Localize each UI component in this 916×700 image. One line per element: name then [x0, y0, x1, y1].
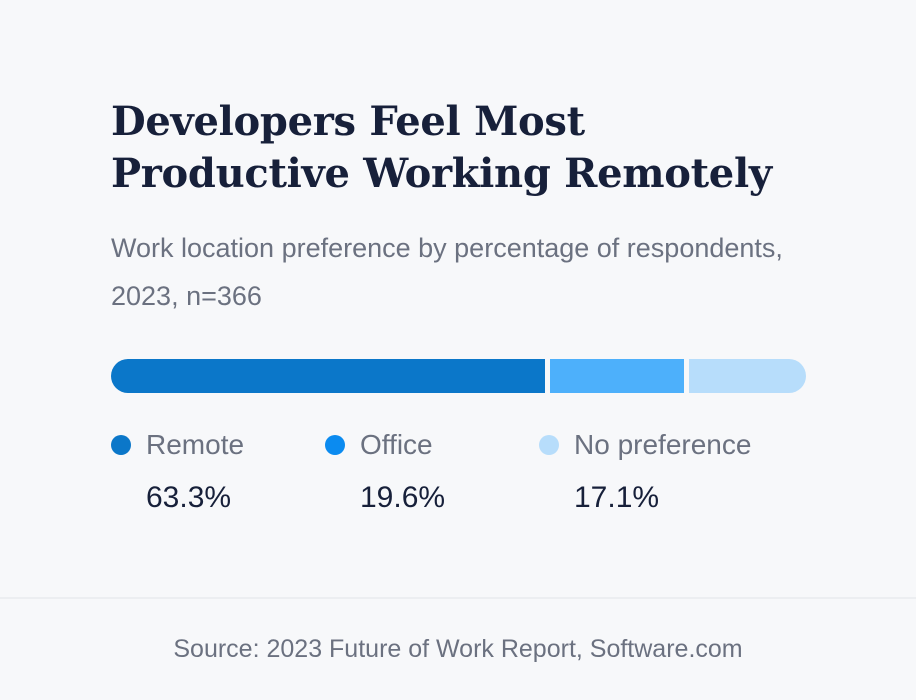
legend-value-no-preference: 17.1% [574, 481, 660, 514]
chart-subtitle: Work location preference by percentage o… [111, 233, 783, 311]
legend-row-no-preference: No preference [539, 427, 751, 463]
chart-legend: Remote 63.3% Office 19.6% No preference … [111, 427, 806, 523]
bar-segment-remote[interactable] [111, 359, 545, 393]
bar-segment-no-preference[interactable] [688, 359, 806, 393]
legend-dot-icon-remote [111, 435, 131, 455]
legend-item-office[interactable]: Office 19.6% [325, 427, 445, 515]
legend-label-remote: Remote [146, 429, 245, 460]
legend-item-remote[interactable]: Remote 63.3% [111, 427, 244, 515]
legend-item-no-preference[interactable]: No preference 17.1% [539, 427, 751, 515]
legend-dot-icon-office [325, 435, 345, 455]
footer-divider [0, 597, 916, 599]
stacked-bar-chart [111, 359, 806, 393]
stacked-bar-track [111, 359, 806, 393]
legend-label-no-preference: No preference [574, 429, 752, 460]
legend-dot-icon-no-preference [539, 435, 559, 455]
bar-segment-office[interactable] [549, 359, 684, 393]
legend-row-remote: Remote [111, 427, 244, 463]
legend-value-office: 19.6% [360, 481, 446, 514]
page-title: Developers Feel Most Productive Working … [111, 98, 772, 197]
source-attribution: Source: 2023 Future of Work Report, Soft… [173, 635, 743, 663]
legend-row-office: Office [325, 427, 445, 463]
legend-value-remote: 63.3% [146, 481, 232, 514]
legend-label-office: Office [360, 429, 433, 460]
chart-content: Developers Feel Most Productive Working … [111, 0, 806, 523]
footer: Source: 2023 Future of Work Report, Soft… [0, 625, 916, 673]
